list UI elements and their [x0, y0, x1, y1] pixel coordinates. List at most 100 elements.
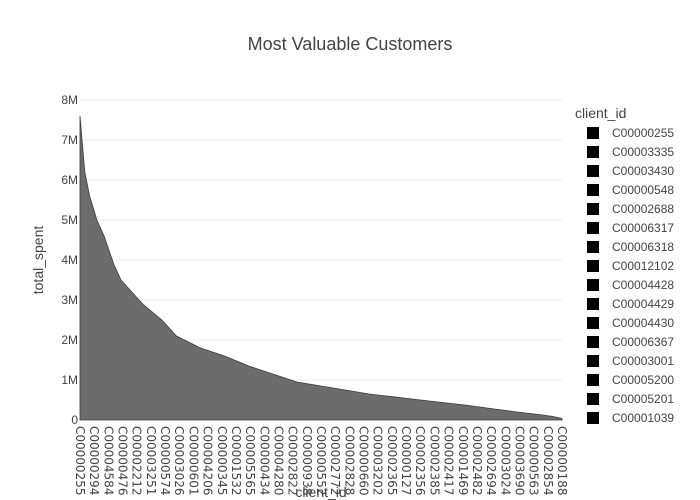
x-tick-label: C00002356: [413, 426, 427, 495]
x-tick-label: C00002482: [470, 426, 484, 495]
x-tick-label: C00000294: [87, 426, 101, 495]
x-tick-label: C00003202: [371, 426, 385, 495]
x-tick-label: C00004584: [101, 426, 115, 495]
legend-swatch: [587, 298, 599, 310]
x-tick-label: C00002385: [427, 426, 441, 495]
legend-item[interactable]: C00001039: [587, 411, 674, 425]
x-tick-label: C00000601: [186, 426, 200, 495]
legend-label: C00005201: [612, 392, 674, 406]
y-axis: 0 1M 2M 3M 4M 5M 6M 7M 8M: [61, 93, 78, 427]
x-axis: C00000255 C00000294 C00004584 C00000476 C000…: [73, 426, 569, 496]
legend-label: C00006317: [612, 221, 674, 235]
legend-item[interactable]: C00004429: [587, 297, 674, 311]
x-tick-label: C00000434: [257, 426, 271, 495]
x-tick-label: C00005565: [243, 426, 257, 495]
legend-item[interactable]: C00003001: [587, 354, 674, 368]
x-tick-label: C00002694: [484, 426, 498, 495]
legend-item[interactable]: C00003335: [587, 145, 674, 159]
legend-swatch: [587, 374, 599, 386]
chart-title: Most Valuable Customers: [248, 34, 453, 54]
legend-item[interactable]: C00005200: [587, 373, 674, 387]
legend-label: C00004429: [612, 297, 674, 311]
legend-swatch: [587, 317, 599, 329]
legend-item[interactable]: C00005201: [587, 392, 674, 406]
legend-swatch: [587, 412, 599, 424]
x-tick-label: C00000255: [73, 426, 87, 495]
legend-label: C00005200: [612, 373, 674, 387]
x-tick-label: C00002365: [385, 426, 399, 495]
legend-title: client_id: [575, 105, 626, 121]
x-tick-label: C00000574: [158, 426, 172, 495]
legend-item[interactable]: C00000548: [587, 183, 674, 197]
y-tick-label: 5M: [61, 213, 78, 227]
legend-swatch: [587, 279, 599, 291]
legend-swatch: [587, 260, 599, 272]
legend-label: C00000255: [612, 126, 674, 140]
x-tick-label: C00003024: [498, 426, 512, 495]
y-tick-label: 8M: [61, 93, 78, 107]
y-axis-title: total_spent: [30, 226, 46, 295]
legend-label: C00000548: [612, 183, 674, 197]
x-tick-label: C00000938: [300, 426, 314, 495]
legend-item[interactable]: C00012102: [587, 259, 674, 273]
x-tick-label: C00002822: [286, 426, 300, 495]
legend-swatch: [587, 184, 599, 196]
legend-label: C00003430: [612, 164, 674, 178]
legend-item[interactable]: C00002688: [587, 202, 674, 216]
legend-label: C00006318: [612, 240, 674, 254]
legend-label: C00006367: [612, 335, 674, 349]
legend-label: C00012102: [612, 259, 674, 273]
y-tick-label: 1M: [61, 373, 78, 387]
legend-swatch: [587, 203, 599, 215]
legend-swatch: [587, 241, 599, 253]
area-bar-edges: [81, 139, 560, 420]
x-tick-label: C00000188: [555, 426, 569, 495]
y-tick-label: 2M: [61, 333, 78, 347]
x-tick-label: C00003026: [172, 426, 186, 495]
x-tick-label: C00003251: [144, 426, 158, 495]
legend-label: C00001039: [612, 411, 674, 425]
legend-item[interactable]: C00004430: [587, 316, 674, 330]
x-tick-label: C00002828: [342, 426, 356, 495]
legend-swatch: [587, 222, 599, 234]
legend-swatch: [587, 127, 599, 139]
x-tick-label: C00001532: [229, 426, 243, 495]
legend-swatch: [587, 393, 599, 405]
x-tick-label: C00002212: [130, 426, 144, 495]
legend-item[interactable]: C00003430: [587, 164, 674, 178]
legend-item[interactable]: C00000255: [587, 126, 674, 140]
legend-item[interactable]: C00004428: [587, 278, 674, 292]
legend-swatch: [587, 355, 599, 367]
x-tick-label: C00004280: [272, 426, 286, 495]
x-tick-label: C00002772: [328, 426, 342, 495]
legend[interactable]: client_id C00000255 C00003335 C00003430 C00…: [575, 105, 674, 425]
x-tick-label: C00003690: [513, 426, 527, 495]
legend-label: C00004430: [612, 316, 674, 330]
x-tick-label: C00002854: [541, 426, 555, 495]
legend-item[interactable]: C00006318: [587, 240, 674, 254]
legend-item[interactable]: C00006317: [587, 221, 674, 235]
x-axis-title: client_id: [295, 484, 346, 500]
legend-item[interactable]: C00006367: [587, 335, 674, 349]
legend-swatch: [587, 336, 599, 348]
y-tick-label: 6M: [61, 173, 78, 187]
x-tick-label: C00004206: [201, 426, 215, 495]
y-tick-label: 7M: [61, 133, 78, 147]
y-tick-label: 3M: [61, 293, 78, 307]
x-tick-label: C00000563: [527, 426, 541, 495]
legend-label: C00004428: [612, 278, 674, 292]
y-tick-label: 4M: [61, 253, 78, 267]
legend-swatch: [587, 165, 599, 177]
y-tick-label: 0: [71, 413, 78, 427]
x-tick-label: C00000552: [314, 426, 328, 495]
legend-label: C00002688: [612, 202, 674, 216]
legend-swatch: [587, 146, 599, 158]
area-series[interactable]: [79, 115, 563, 421]
x-tick-label: C00001469: [456, 426, 470, 495]
data-area: [79, 115, 563, 421]
x-tick-label: C00000127: [399, 426, 413, 495]
legend-label: C00003335: [612, 145, 674, 159]
x-tick-label: C00000660: [357, 426, 371, 495]
x-tick-label: C00000476: [116, 426, 130, 495]
x-tick-label: C00002417: [442, 426, 456, 495]
